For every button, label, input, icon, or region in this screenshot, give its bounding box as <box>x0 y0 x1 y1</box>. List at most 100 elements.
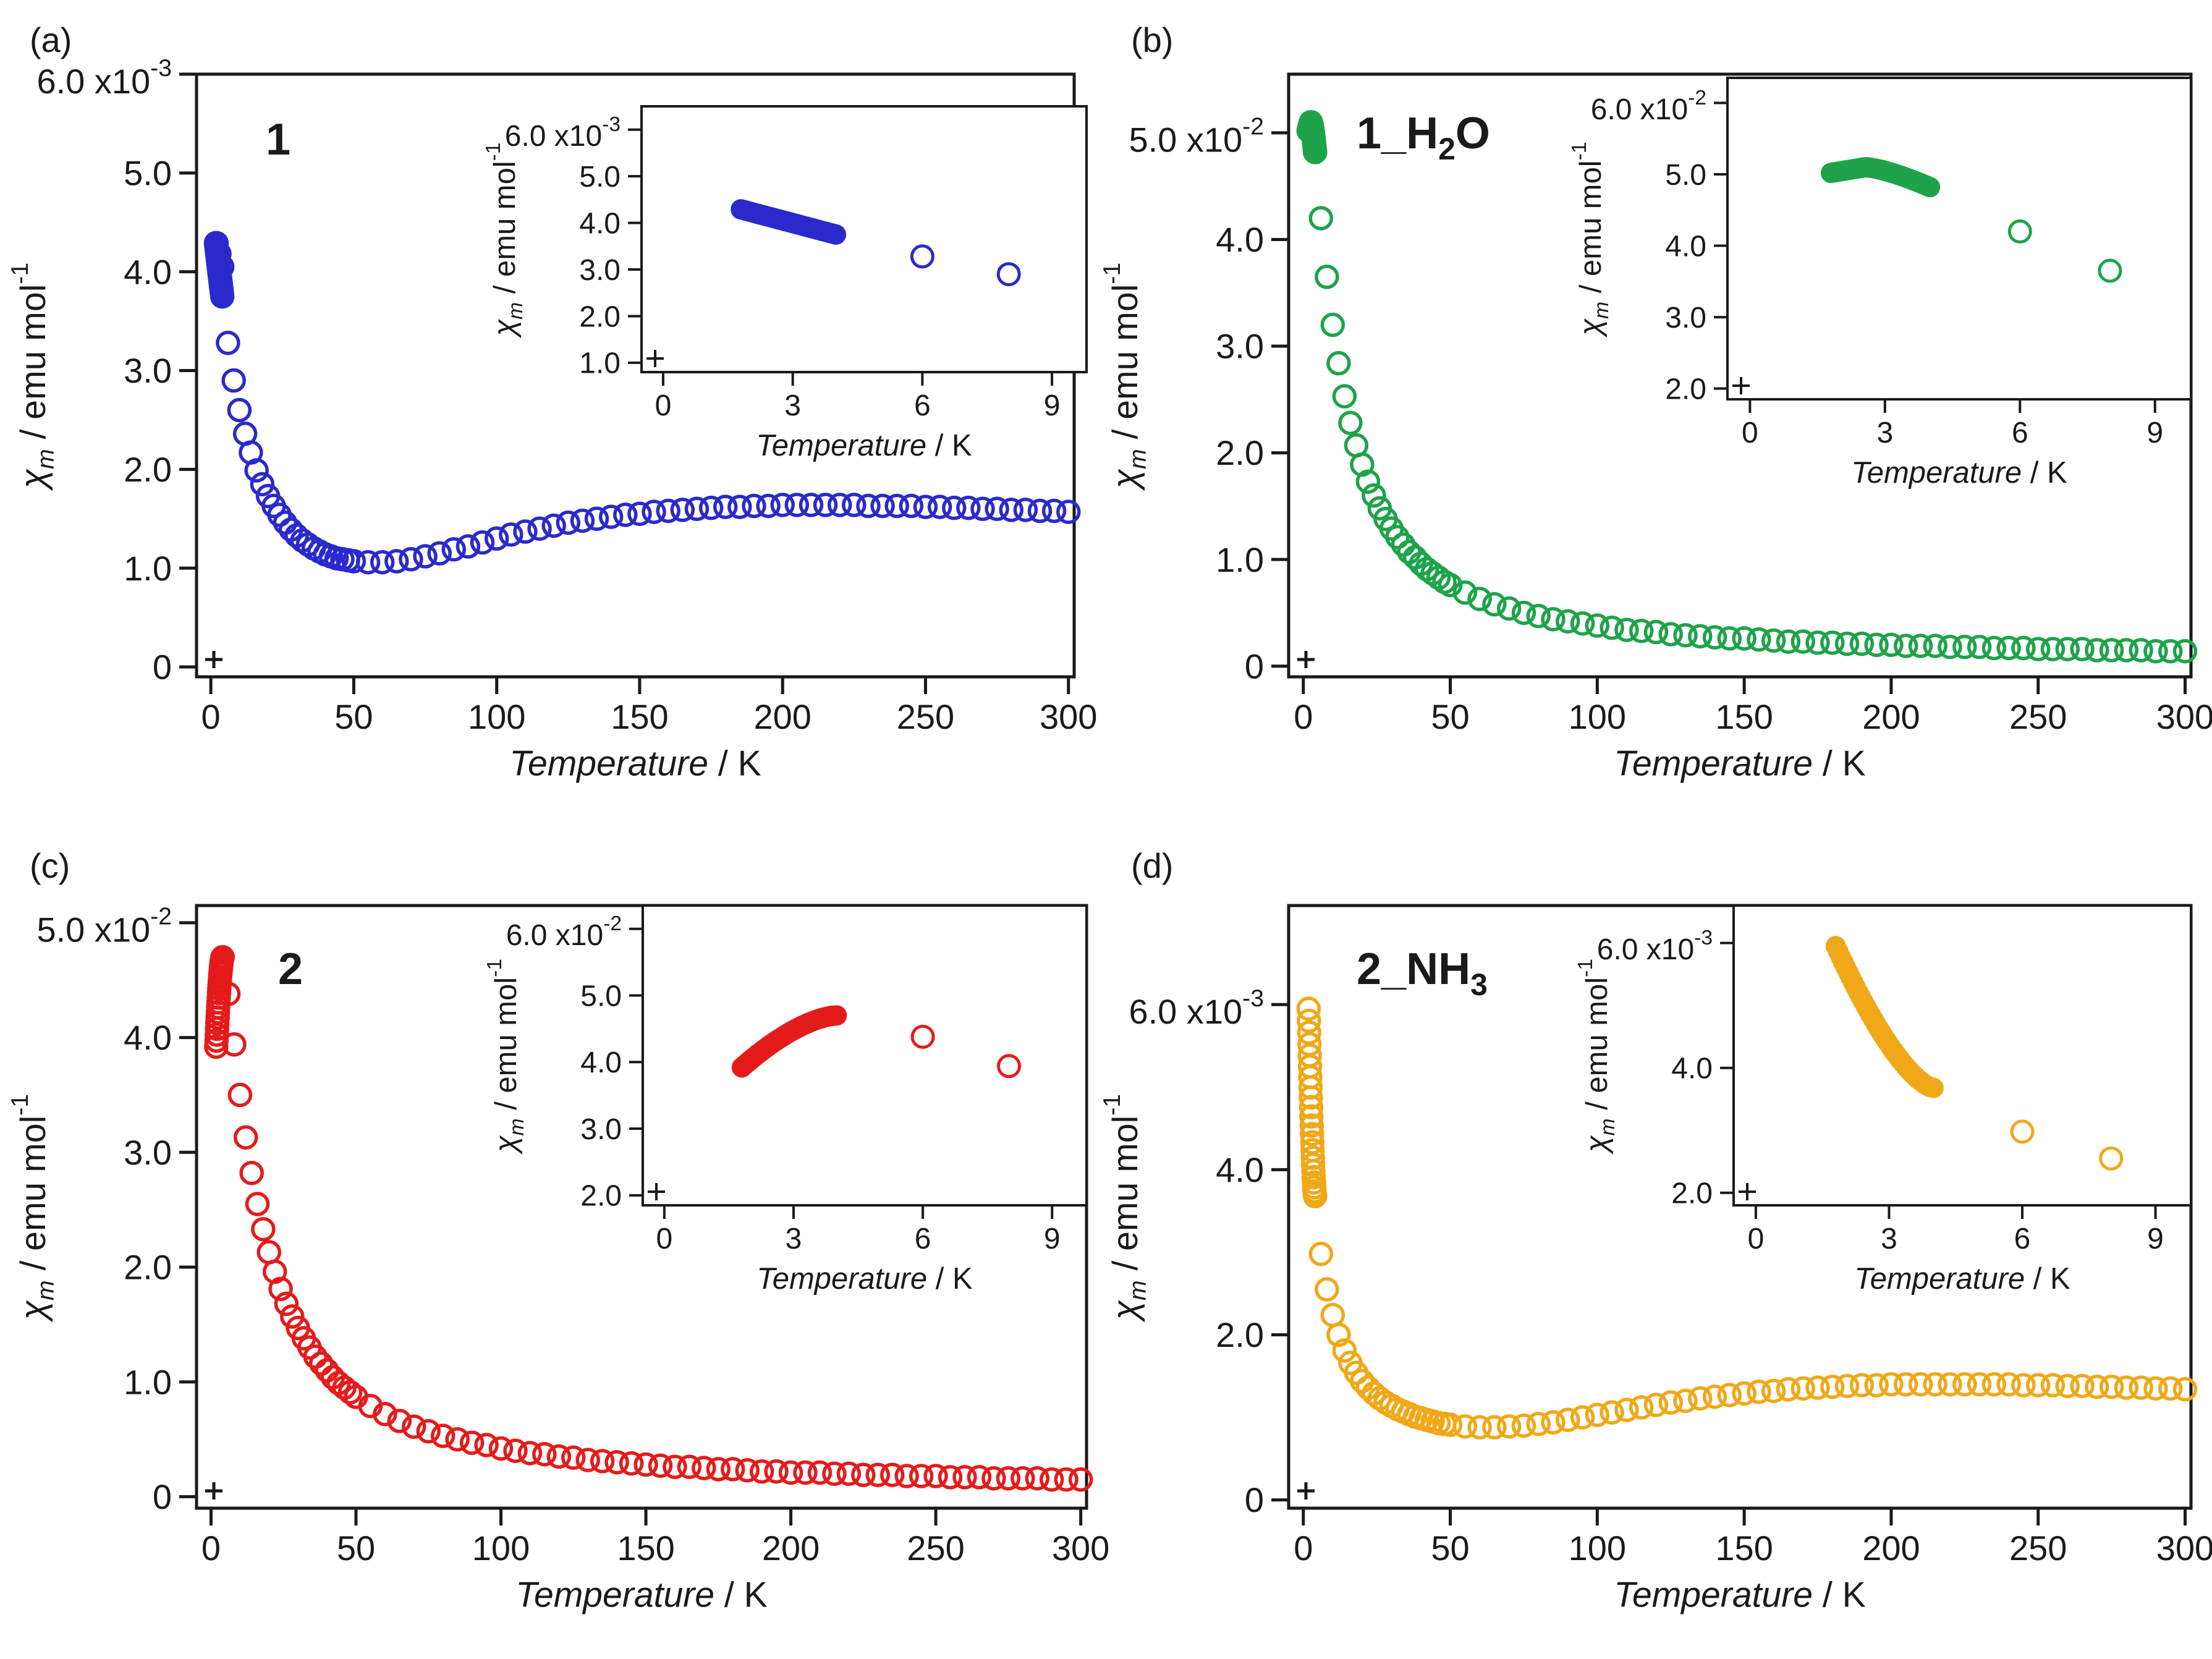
inset-background <box>1727 78 2191 399</box>
data-point <box>1363 485 1384 506</box>
inset-y-tick-label: 6.0 x10-3 <box>505 113 621 153</box>
main-y-tick-label: 4.0 <box>1216 1150 1264 1189</box>
inset-chart: 0 3 6 9 2.0 3.0 4.0 5.0 6.0 x10-2 Temperature / K… <box>1568 78 2191 490</box>
main-y-label: χm / emu mol-1 <box>7 263 59 491</box>
main-x-tick-label: 50 <box>1431 697 1469 736</box>
main-x-tick-label: 200 <box>1862 1529 1920 1568</box>
inset-y-tick-label: 2.0 <box>579 300 621 333</box>
panel-label: (c) <box>30 846 70 885</box>
main-y-tick-label: 0 <box>1245 647 1264 685</box>
main-x-tick-label: 50 <box>334 697 373 736</box>
inset-y-tick-label: 1.0 <box>579 347 621 380</box>
main-y-tick-label: 2.0 <box>124 450 172 489</box>
compound-label: 1 <box>266 115 290 164</box>
data-point <box>472 532 493 553</box>
main-x-tick-label: 300 <box>2156 1529 2212 1568</box>
data-point <box>828 226 845 243</box>
data-point <box>1316 266 1337 287</box>
main-y-tick-label: 3.0 <box>124 1133 172 1172</box>
main-y-tick-label: 3.0 <box>1216 327 1264 366</box>
inset-y-label: χm / emu mol-1 <box>483 959 528 1155</box>
panel-label: (b) <box>1131 20 1173 59</box>
inset-y-tick-label: 4.0 <box>580 1046 622 1079</box>
inset-y-tick-label: 5.0 <box>1665 159 1706 192</box>
data-point <box>415 546 436 567</box>
inset-y-label: χm / emu mol-1 <box>1568 142 1613 337</box>
inset-x-tick-label: 6 <box>2012 417 2028 449</box>
chart-panel-c: (c) 0 50 100 150 200 250 300 0 1.0 2.0 3.0 4.0 5.0 x1… <box>7 846 1109 1615</box>
data-point <box>447 1429 468 1450</box>
inset-x-tick-label: 9 <box>2146 417 2163 449</box>
main-y-tick-label: 4.0 <box>1216 220 1264 259</box>
data-point <box>1328 353 1349 374</box>
data-point <box>476 1435 497 1456</box>
inset-y-tick-label: 3.0 <box>579 254 621 287</box>
main-y-tick-label: 5.0 <box>124 153 172 192</box>
inset-x-tick-label: 3 <box>1877 417 1894 449</box>
inset-y-tick-label: 3.0 <box>1665 302 1706 334</box>
inset-x-tick-label: 6 <box>915 1223 931 1255</box>
data-point <box>1340 412 1361 433</box>
inset-x-tick-label: 0 <box>655 389 672 422</box>
main-x-tick-label: 50 <box>337 1529 375 1568</box>
main-y-tick-label: 3.0 <box>124 351 172 390</box>
main-x-tick-label: 300 <box>2156 697 2212 736</box>
inset-chart: 0 3 6 9 2.0 4.0 6.0 x10-3 Temperature / K χm / e… <box>1574 906 2191 1296</box>
data-point <box>1922 179 1939 196</box>
inset-x-label: Temperature / K <box>1854 1262 2070 1296</box>
data-point <box>1316 1279 1337 1300</box>
main-x-tick-label: 0 <box>1294 1529 1313 1568</box>
inset-x-label: Temperature / K <box>756 429 972 462</box>
main-y-tick-label: 0 <box>1245 1480 1264 1519</box>
data-point <box>1499 598 1520 619</box>
chart-panel-d: (d)0 50 100 150 200 250 30002.04.06.0 x10-3Tem… <box>1099 846 2212 1615</box>
main-x-tick-label: 150 <box>1715 1529 1773 1568</box>
figure-canvas: (a)0 50 100 150 200 250 30001.02.03.04.05.06.0… <box>0 0 2212 1659</box>
inset-x-tick-label: 6 <box>914 389 931 422</box>
data-point <box>400 549 422 570</box>
main-x-tick-label: 50 <box>1431 1529 1469 1568</box>
main-x-tick-label: 200 <box>762 1529 820 1568</box>
inset-x-tick-label: 3 <box>1881 1223 1897 1255</box>
inset-y-tick-label: 2.0 <box>580 1180 622 1213</box>
main-y-tick-label: 4.0 <box>124 252 172 291</box>
data-point <box>1925 1079 1942 1097</box>
main-y-tick-label: 6.0 x10-3 <box>1129 985 1264 1031</box>
inset-x-tick-label: 9 <box>1044 389 1061 422</box>
data-point <box>443 539 464 560</box>
main-x-tick-label: 0 <box>201 697 221 736</box>
data-point <box>433 1425 454 1446</box>
chart-panel-a: (a) 0 50 100 150 200 250 300 0 1.0 2.0 3.0 4.0 5.0 6.0… <box>7 20 1097 784</box>
inset-y-tick-label: 2.0 <box>1665 373 1706 405</box>
data-point <box>1334 386 1355 407</box>
inset-background <box>642 106 1087 372</box>
data-point <box>1310 208 1331 229</box>
inset-y-tick-label: 5.0 <box>579 161 621 193</box>
main-x-label: Temperature / K <box>515 1576 767 1615</box>
data-point <box>247 1194 268 1215</box>
data-point <box>1310 1244 1331 1265</box>
main-y-tick-label: 2.0 <box>1216 433 1264 472</box>
data-point <box>1513 602 1534 623</box>
main-x-tick-label: 200 <box>753 697 811 736</box>
inset-y-tick-label: 4.0 <box>1665 230 1706 263</box>
compound-label: 2_NH3 <box>1357 944 1488 1002</box>
data-point <box>1322 1304 1343 1325</box>
data-point <box>235 1127 256 1148</box>
main-x-tick-label: 250 <box>2009 1529 2067 1568</box>
inset-y-tick-label: 6.0 x10-2 <box>506 912 622 952</box>
main-y-tick-label: 6.0 x10-3 <box>36 55 172 101</box>
main-x-label: Temperature / K <box>509 744 761 784</box>
inset-y-tick-label: 2.0 <box>1671 1177 1713 1210</box>
main-y-tick-label: 2.0 <box>124 1248 172 1287</box>
main-y-tick-label: 5.0 x10-2 <box>1129 114 1264 159</box>
main-x-tick-label: 300 <box>1040 697 1097 736</box>
inset-x-tick-label: 6 <box>2014 1223 2031 1255</box>
inset-x-tick-label: 9 <box>2147 1223 2164 1255</box>
compound-label: 1_H2O <box>1357 109 1490 166</box>
data-point <box>241 1163 262 1184</box>
inset-y-tick-label: 3.0 <box>580 1113 622 1146</box>
data-point <box>457 536 478 557</box>
main-x-tick-label: 100 <box>468 697 525 736</box>
main-x-tick-label: 250 <box>2009 697 2067 736</box>
